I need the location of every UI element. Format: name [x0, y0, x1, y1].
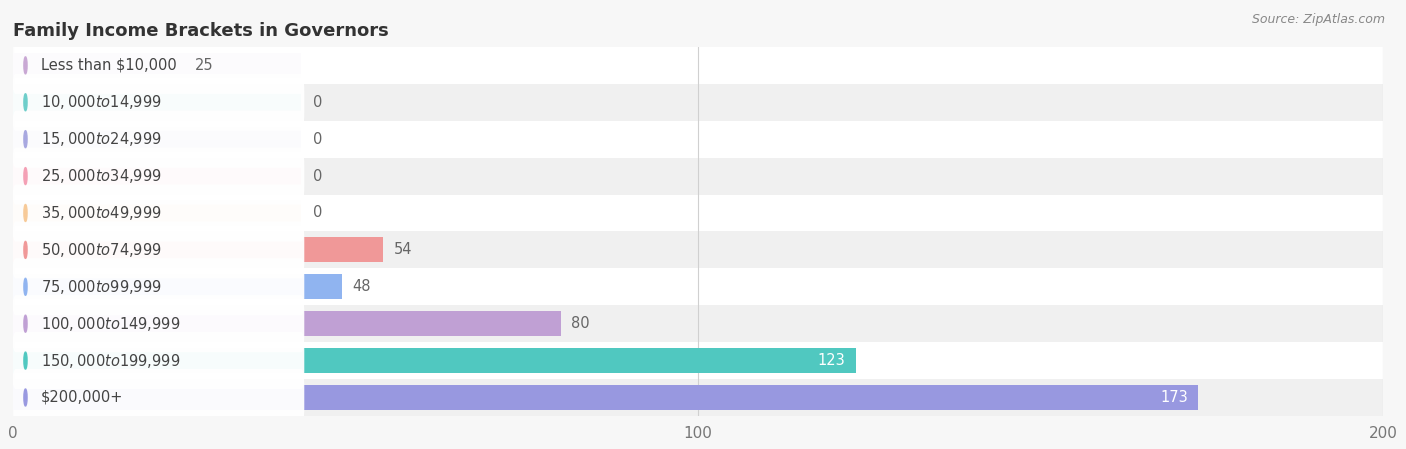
Text: 0: 0 [314, 132, 322, 147]
Bar [0, 342, 1406, 379]
Circle shape [24, 389, 27, 406]
Text: $50,000 to $74,999: $50,000 to $74,999 [41, 241, 162, 259]
Bar [0, 305, 1406, 342]
FancyBboxPatch shape [13, 74, 304, 131]
Bar [13, 274, 342, 299]
Text: 0: 0 [314, 95, 322, 110]
Bar [0, 84, 1406, 121]
Bar [0, 158, 1406, 194]
Bar [13, 311, 561, 336]
Circle shape [24, 352, 27, 369]
Bar [0, 269, 1406, 305]
Bar [13, 90, 301, 115]
Bar [0, 47, 1406, 84]
Bar [13, 163, 301, 189]
Bar [0, 379, 1406, 416]
Bar [13, 200, 301, 225]
FancyBboxPatch shape [13, 221, 304, 278]
Text: $10,000 to $14,999: $10,000 to $14,999 [41, 93, 162, 111]
Bar [0, 121, 1406, 158]
Circle shape [24, 242, 27, 258]
Bar [13, 385, 1198, 410]
Text: $25,000 to $34,999: $25,000 to $34,999 [41, 167, 162, 185]
FancyBboxPatch shape [13, 185, 304, 242]
Text: $200,000+: $200,000+ [41, 390, 122, 405]
Circle shape [24, 131, 27, 148]
Circle shape [24, 204, 27, 221]
Text: $35,000 to $49,999: $35,000 to $49,999 [41, 204, 162, 222]
Text: $150,000 to $199,999: $150,000 to $199,999 [41, 352, 180, 370]
FancyBboxPatch shape [13, 258, 304, 315]
Bar [0, 231, 1406, 269]
Text: 173: 173 [1160, 390, 1188, 405]
Text: $75,000 to $99,999: $75,000 to $99,999 [41, 278, 162, 296]
Text: 54: 54 [394, 242, 412, 257]
FancyBboxPatch shape [13, 111, 304, 167]
FancyBboxPatch shape [13, 295, 304, 352]
Circle shape [24, 94, 27, 111]
Text: 25: 25 [194, 58, 214, 73]
Bar [13, 53, 301, 78]
Text: 0: 0 [314, 168, 322, 184]
Text: 48: 48 [353, 279, 371, 294]
FancyBboxPatch shape [13, 37, 304, 94]
FancyBboxPatch shape [13, 369, 304, 426]
Bar [0, 194, 1406, 231]
Text: Family Income Brackets in Governors: Family Income Brackets in Governors [13, 22, 389, 40]
Text: 80: 80 [571, 316, 591, 331]
FancyBboxPatch shape [13, 148, 304, 205]
Bar [13, 127, 301, 152]
Text: Source: ZipAtlas.com: Source: ZipAtlas.com [1251, 13, 1385, 26]
Text: 0: 0 [314, 206, 322, 220]
Text: $100,000 to $149,999: $100,000 to $149,999 [41, 315, 180, 333]
FancyBboxPatch shape [13, 332, 304, 389]
Circle shape [24, 167, 27, 185]
Text: Less than $10,000: Less than $10,000 [41, 58, 176, 73]
Text: $15,000 to $24,999: $15,000 to $24,999 [41, 130, 162, 148]
Circle shape [24, 57, 27, 74]
Circle shape [24, 278, 27, 295]
Circle shape [24, 315, 27, 332]
Text: 123: 123 [818, 353, 845, 368]
Bar [13, 348, 856, 373]
Bar [13, 238, 382, 262]
